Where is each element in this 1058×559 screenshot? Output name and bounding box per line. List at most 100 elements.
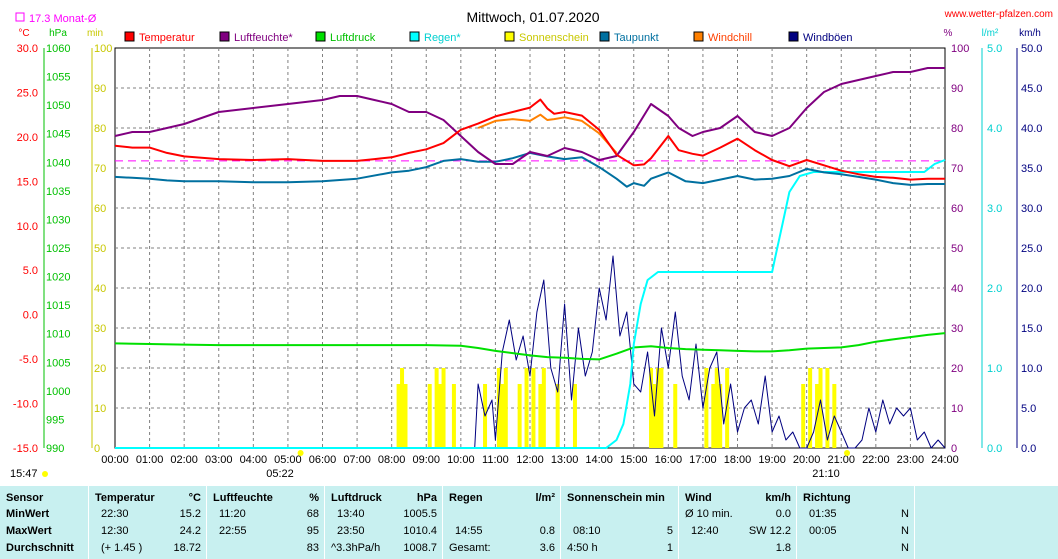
percent-tick-label: 70 — [951, 163, 963, 175]
time-tick-label: 21:00 — [827, 454, 855, 466]
sunset-marker — [844, 450, 851, 456]
legend-swatch — [788, 31, 799, 42]
sunshine-bar — [531, 368, 536, 448]
temperature-avg: 18.72 — [173, 542, 201, 554]
percent-tick-label: 0 — [951, 443, 957, 455]
percent-tick-label: 20 — [951, 363, 963, 375]
minute-tick-label: 10 — [94, 403, 106, 415]
site-url[interactable]: www.wetter-pfalzen.com — [944, 9, 1053, 20]
stats-col-direction: Richtung 01:35 N 00:05 N N — [796, 486, 915, 559]
pressure-tick-label: 1015 — [46, 300, 70, 312]
wind-tick-label: 0.0 — [1021, 443, 1036, 455]
temperature-max-time: 12:30 — [101, 525, 129, 537]
legend-swatch — [124, 31, 135, 42]
wind-tick-label: 35.0 — [1021, 163, 1042, 175]
sunshine-bar — [438, 384, 443, 448]
sunshine-bar — [572, 384, 577, 448]
time-tick-label: 14:00 — [585, 454, 613, 466]
pressure-tick-label: 1010 — [46, 329, 70, 341]
time-tick-label: 18:00 — [724, 454, 752, 466]
wind-tick-label: 50.0 — [1021, 43, 1042, 55]
stats-col-temperature: Temperatur °C 22:30 15.2 12:30 24.2 (+ 1… — [88, 486, 207, 559]
rain-max-time: 14:55 — [455, 525, 483, 537]
pressure-unit: hPa — [49, 28, 67, 39]
humidity-header: Luftfeuchte — [213, 492, 273, 504]
pressure-tick-label: 1060 — [46, 43, 70, 55]
sunshine-bar — [714, 368, 719, 448]
pressure-tick-label: 1025 — [46, 243, 70, 255]
sunshine-bar — [818, 368, 823, 448]
stats-col-pressure: Luftdruck hPa 13:40 1005.5 23:50 1010.4 … — [324, 486, 443, 559]
minute-tick-label: 50 — [94, 243, 106, 255]
wind-tick-label: 20.0 — [1021, 283, 1042, 295]
time-tick-label: 19:00 — [758, 454, 786, 466]
pressure-min: 1005.5 — [403, 508, 437, 520]
minute-tick-label: 60 — [94, 203, 106, 215]
sunshine-bar — [396, 384, 401, 448]
time-tick-label: 05:00 — [274, 454, 302, 466]
chart-title: Mittwoch, 01.07.2020 — [466, 9, 599, 25]
time-tick-label: 07:00 — [343, 454, 371, 466]
temperature-header: Temperatur — [95, 492, 155, 504]
pressure-tick-label: 1020 — [46, 272, 70, 284]
weather-chart: Mittwoch, 01.07.2020 www.wetter-pfalzen.… — [10, 9, 1053, 480]
pressure-max: 1010.4 — [403, 525, 437, 537]
legend-swatch — [599, 31, 610, 42]
sunshine-bar — [434, 368, 439, 448]
direction-min-time: 01:35 — [809, 508, 837, 520]
axes: 00:00 01:00 02:00 03:00 04:00 05:00 06:00 07:00… — [13, 43, 1043, 466]
time-tick-label: 06:00 — [309, 454, 337, 466]
humidity-min-time: 11:20 — [219, 508, 246, 520]
sunshine-bar — [704, 368, 709, 448]
minute-tick-label: 70 — [94, 163, 106, 175]
statistics-table: Sensor MinWert MaxWert Durchschnitt Temp… — [0, 486, 1058, 559]
pressure-tick-label: 1030 — [46, 214, 70, 226]
sunrise-marker — [297, 450, 304, 456]
stats-col-wind: Wind km/h Ø 10 min. 0.0 12:40 SW 12.2 1.… — [678, 486, 797, 559]
minute-tick-label: 40 — [94, 283, 106, 295]
sunrise-time: 05:22 — [266, 468, 294, 480]
sunshine-bar — [659, 368, 664, 448]
percent-tick-label: 10 — [951, 403, 963, 415]
minute-tick-label: 100 — [94, 43, 112, 55]
pressure-tick-label: 1040 — [46, 157, 70, 169]
sunshine-bar — [673, 384, 678, 448]
percent-unit: % — [944, 28, 953, 39]
rain-unit: l/m² — [982, 28, 999, 39]
time-tick-label: 15:00 — [620, 454, 648, 466]
sensor-header: Sensor — [6, 492, 44, 504]
sunshine-bar — [517, 384, 522, 448]
legend: Temperatur Luftfeuchte* Luftdruck Regen* Son… — [124, 31, 853, 44]
percent-tick-label: 80 — [951, 123, 963, 135]
wind-unit: km/h — [765, 492, 791, 504]
sunshine-bar — [496, 368, 501, 448]
legend-label: Regen* — [424, 32, 461, 44]
time-tick-label: 22:00 — [862, 454, 890, 466]
sunshine-avg: 1 — [666, 542, 673, 554]
temperature-max: 24.2 — [179, 525, 201, 537]
rain-tick-label: 3.0 — [987, 203, 1002, 215]
temp-tick-label: -5.0 — [19, 354, 38, 366]
stats-col-sensor: Sensor MinWert MaxWert Durchschnitt — [0, 486, 88, 559]
minute-tick-label: 90 — [94, 83, 106, 95]
sunshine-bar — [451, 384, 456, 448]
sunshine-bar — [538, 384, 543, 448]
wind-min: 0.0 — [775, 508, 791, 520]
sunset-time: 21:10 — [812, 468, 840, 480]
pressure-avg: 1008.7 — [403, 542, 437, 554]
wind-max: SW 12.2 — [748, 525, 791, 537]
sunshine-bar — [808, 368, 813, 448]
stats-col-sunshine: Sonnenschein min 08:10 5 4:50 h 1 — [560, 486, 679, 559]
percent-tick-label: 100 — [951, 43, 969, 55]
humidity-avg: 83 — [306, 542, 319, 554]
percent-tick-label: 60 — [951, 203, 963, 215]
minute-tick-label: 30 — [94, 323, 106, 335]
time-tick-label: 03:00 — [205, 454, 233, 466]
rain-tick-label: 1.0 — [987, 363, 1002, 375]
wind-header: Wind — [685, 492, 712, 504]
pressure-tick-label: 1000 — [46, 386, 70, 398]
pressure-tick-label: 1050 — [46, 100, 70, 112]
rain-total: 3.6 — [539, 542, 555, 554]
direction-avg: N — [901, 542, 909, 554]
series-line-temperatur — [114, 98, 945, 181]
